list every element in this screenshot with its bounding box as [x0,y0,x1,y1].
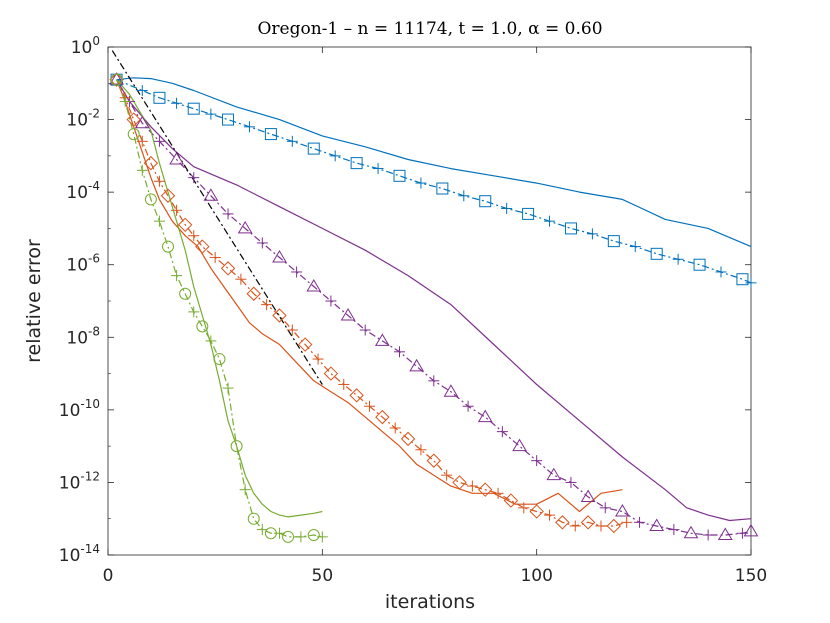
marker-circle [230,440,243,453]
x-tick-label: 100 [520,566,552,586]
marker-triangle [409,358,425,372]
y-tick-label: 10-2 [66,107,100,131]
marker-triangle [717,527,733,541]
marker-square [736,273,749,286]
marker-circle [196,320,209,333]
marker-diamond [160,188,176,203]
x-tick-label: 50 [312,566,334,586]
marker-diamond [503,493,519,508]
marker-square [350,157,363,170]
series-line-reference-dashdot [111,50,323,385]
marker-triangle [203,188,219,201]
marker-diamond [220,261,236,276]
marker-diamond [297,337,313,352]
marker-triangle [237,220,253,234]
marker-square [479,195,492,208]
marker-square [153,91,166,104]
marker-diamond [529,504,544,519]
series-line-blue-solid [116,77,752,248]
marker-square [393,169,406,182]
y-tick-label: 10-10 [59,397,100,421]
marker-diamond [323,366,339,381]
marker-triangle [306,279,322,292]
marker-square [693,258,706,271]
marker-circle [282,530,295,543]
marker-square [264,128,277,141]
x-tick-label: 0 [103,566,114,586]
marker-diamond [272,308,287,323]
marker-circle [162,240,175,253]
marker-triangle [743,523,759,537]
marker-triangle [340,308,356,321]
series-line-green-dashdot [116,79,323,538]
marker-diamond [143,155,159,171]
marker-diamond [246,286,261,301]
y-tick-label: 10-4 [66,179,100,203]
chart-title: Oregon-1 – n = 11174, t = 1.0, α = 0.60 [257,19,602,39]
marker-diamond [109,72,124,87]
marker-square [436,182,449,195]
marker-square [607,235,620,248]
marker-layer [109,72,759,543]
marker-diamond [349,388,364,403]
marker-square [522,207,535,220]
tick-layer: 0 50 100 150 100 10-2 10-4 10-6 10-8 10-10 10-12 10… [59,34,767,586]
marker-triangle [615,503,630,517]
x-tick-label: 150 [735,566,767,586]
y-tick-label: 10-8 [66,324,100,348]
marker-triangle [134,115,150,129]
marker-diamond [580,515,596,530]
marker-triangle [443,384,459,397]
marker-triangle [477,409,493,423]
y-tick-label: 100 [71,34,100,58]
y-tick-label: 10-12 [59,469,100,493]
marker-triangle [683,525,699,539]
x-axis-label: iterations [385,591,475,613]
marker-square [222,113,235,126]
marker-triangle [649,518,665,531]
marker-square [307,142,320,155]
y-tick-label: 10-14 [59,542,100,566]
marker-diamond [400,431,416,447]
marker-square [564,222,577,235]
marker-triangle [546,467,562,481]
marker-triangle [169,152,184,165]
marker-circle [179,287,192,300]
marker-circle [307,529,320,542]
marker-circle [127,128,140,141]
marker-diamond [478,482,493,497]
series-line-blue-dashdot [116,79,752,284]
series-line-purple-solid [116,79,752,522]
series-line-orange-dashdot [116,79,627,527]
marker-diamond [195,239,210,254]
marker-triangle [374,333,390,346]
marker-triangle [580,489,596,502]
series-line-green-solid [116,79,323,518]
marker-triangle [512,438,527,452]
marker-diamond [606,518,622,534]
y-axis-label: relative error [23,239,45,363]
marker-diamond [426,453,441,468]
marker-circle [213,353,226,366]
y-tick-label: 10-6 [66,252,100,276]
marker-circle [144,193,157,206]
marker-triangle [109,72,124,85]
series-line-orange-solid [116,79,623,513]
marker-square [187,102,200,115]
marker-square [650,247,663,260]
marker-diamond [126,112,141,127]
marker-circle [110,73,123,86]
marker-triangle [272,249,287,263]
marker-diamond [177,217,193,233]
marker-diamond [555,515,570,530]
plot-area [107,46,752,556]
marker-circle [247,512,260,525]
marker-diamond [375,409,390,425]
marker-diamond [452,475,467,490]
